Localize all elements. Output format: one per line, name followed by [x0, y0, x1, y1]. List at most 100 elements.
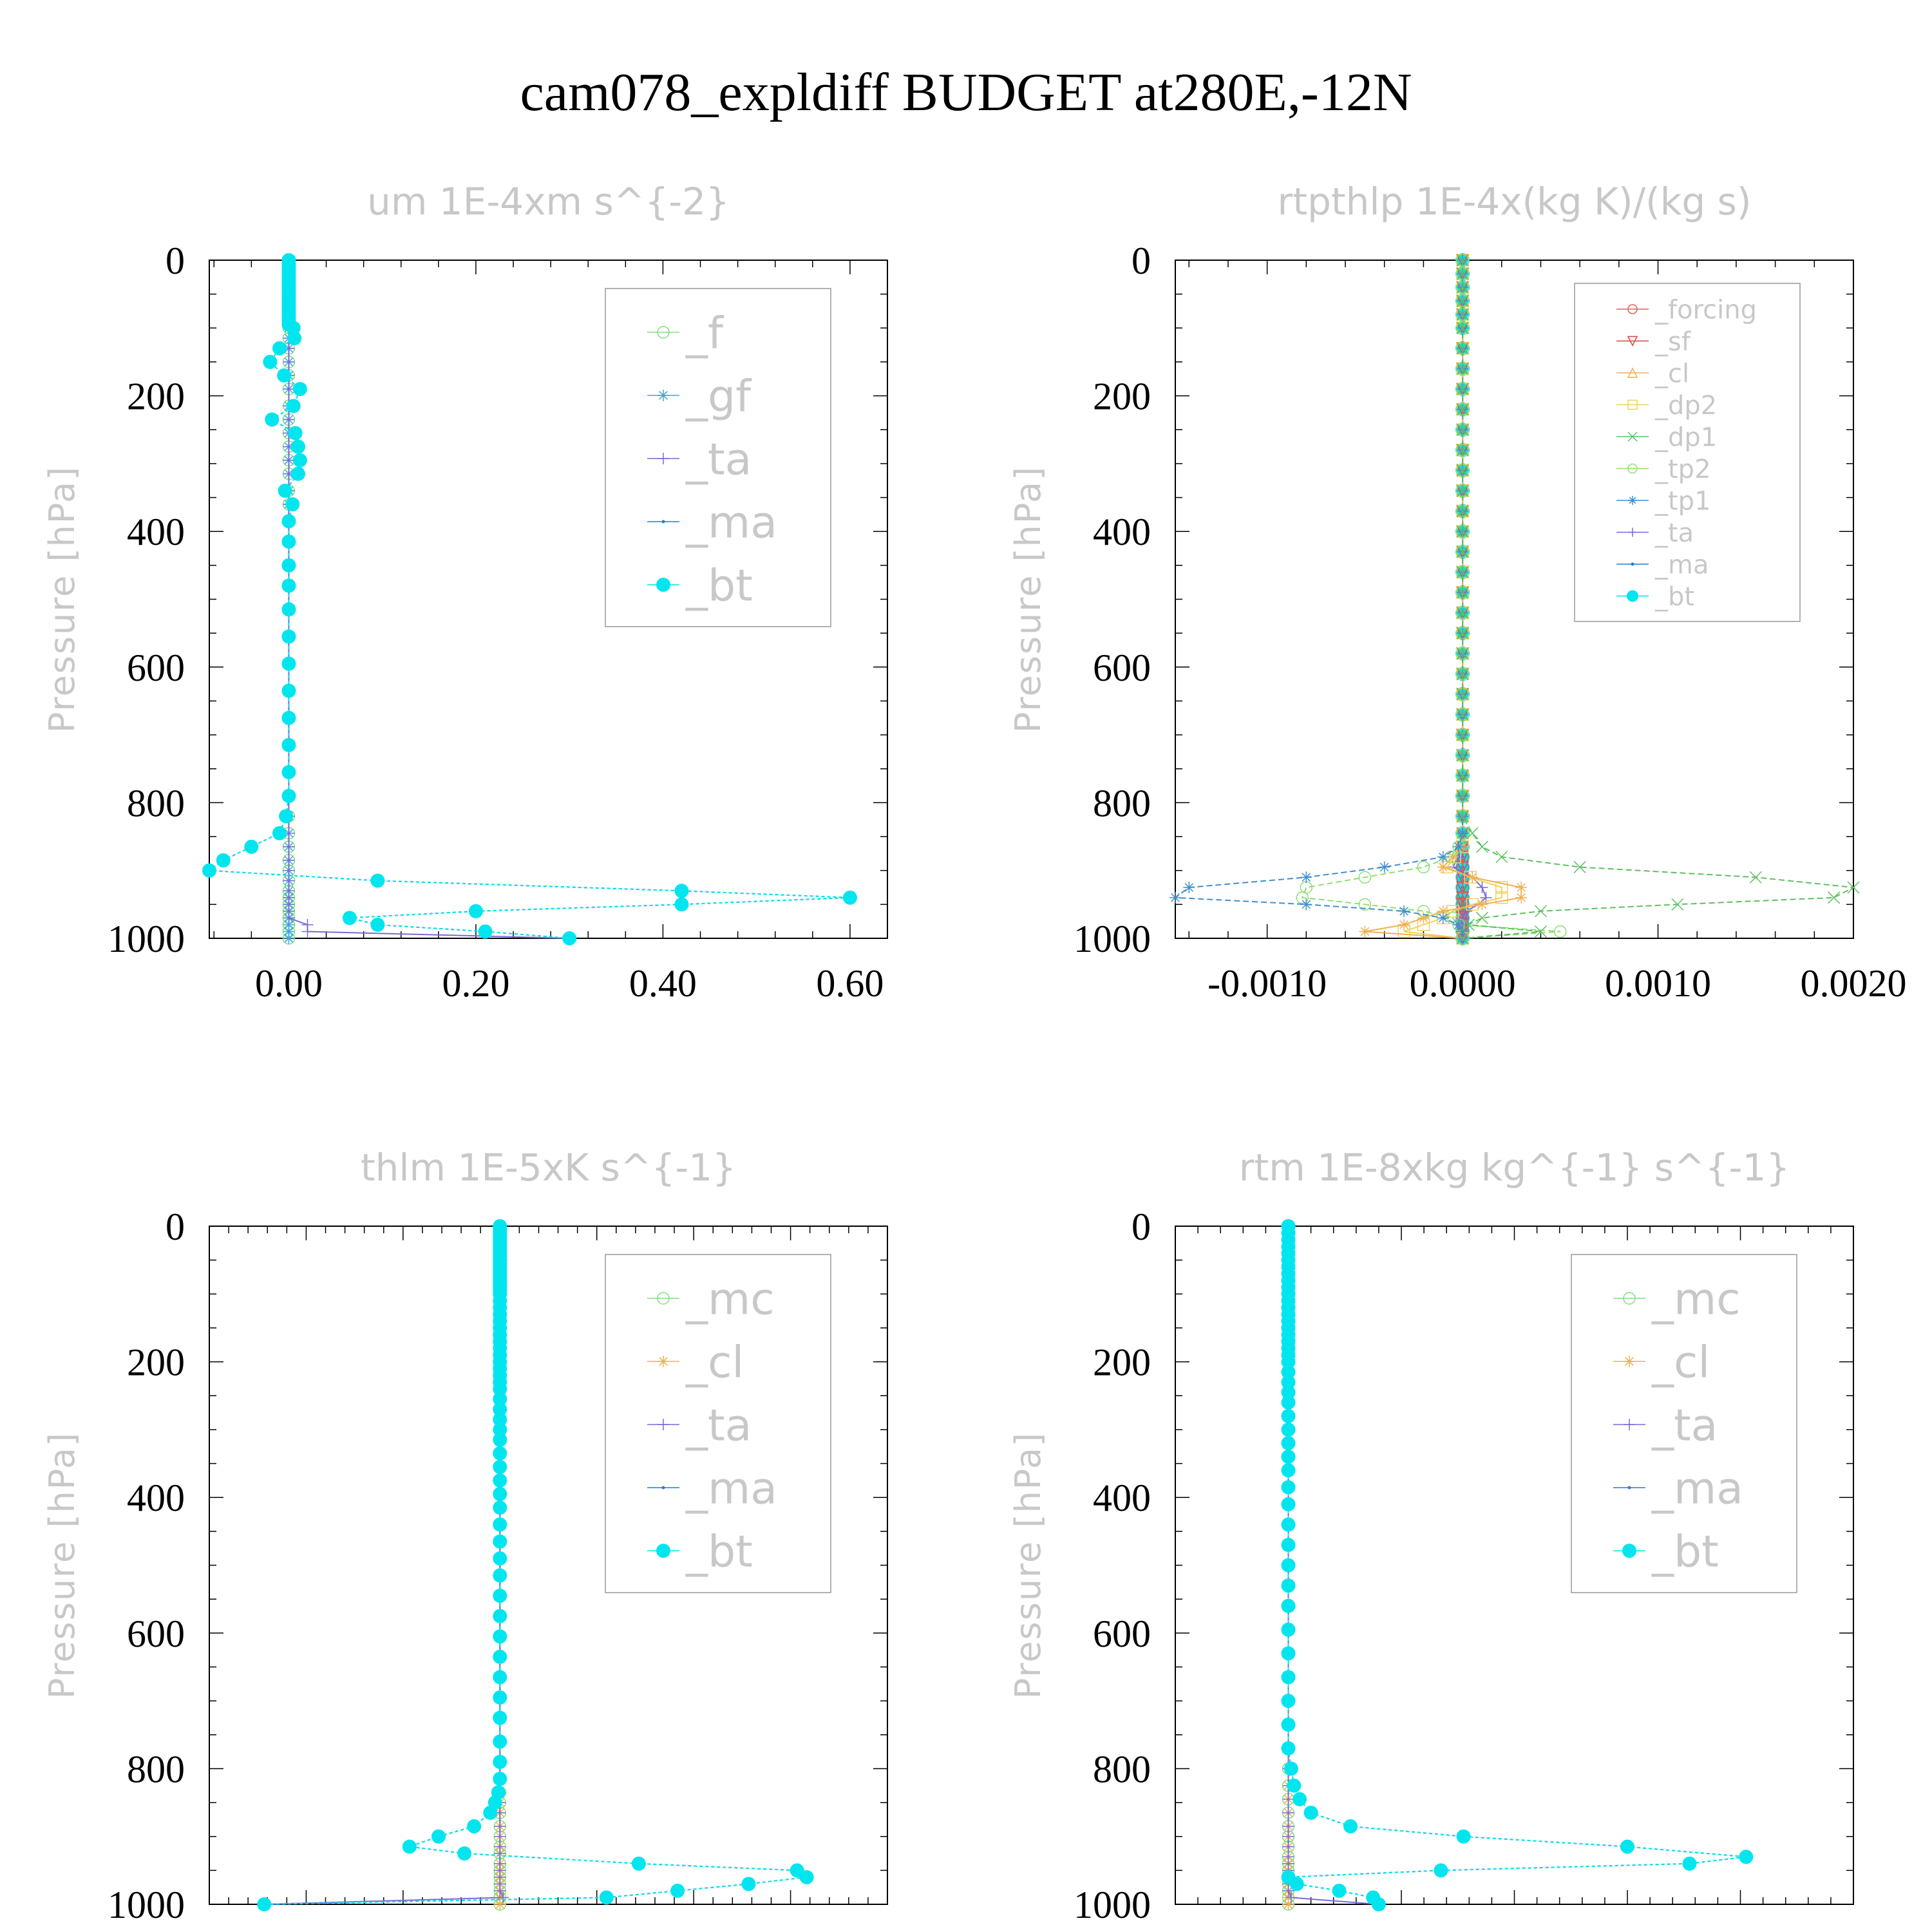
- marker-bt: [1281, 1717, 1296, 1732]
- series-line-tp2: [1301, 260, 1560, 939]
- marker-bt: [1456, 1829, 1471, 1844]
- marker-bt: [1281, 1450, 1296, 1464]
- marker-cl: [1476, 898, 1488, 911]
- marker-bt: [493, 1534, 507, 1549]
- marker-ma: [1627, 1486, 1631, 1490]
- y-tick-label: 200: [127, 1341, 185, 1384]
- marker-cl: [1437, 861, 1449, 873]
- legend: _mc _cl _ta _ma _bt: [605, 1254, 831, 1593]
- marker-bt: [493, 1588, 507, 1603]
- panel-title: rtm 1E-8xkg kg^{-1} s^{-1}: [1239, 1146, 1790, 1189]
- legend-box: [605, 288, 831, 627]
- panel-title: um 1E-4xm s^{-2}: [367, 180, 730, 223]
- legend-label-mc: _mc: [685, 1274, 775, 1325]
- series-group: [257, 1219, 814, 1911]
- marker-bt: [1281, 1517, 1296, 1532]
- marker-bt: [431, 1829, 446, 1844]
- y-tick-label: 800: [127, 1748, 185, 1790]
- legend-label-ma: _ma: [1654, 550, 1709, 580]
- marker-dp1: [1456, 688, 1469, 701]
- y-tick-label: 600: [127, 647, 185, 689]
- marker-bt: [263, 354, 278, 369]
- marker-bt: [467, 1819, 482, 1833]
- marker-forcing: [1456, 891, 1469, 904]
- legend-label-ma: _ma: [685, 1463, 777, 1514]
- x-tick-label: 0.0010: [1605, 962, 1711, 1005]
- marker-ma: [661, 520, 665, 524]
- marker-bt: [1281, 1395, 1296, 1410]
- marker-bt: [286, 399, 301, 413]
- series-markers-bt: [202, 253, 857, 945]
- marker-cl: [494, 1899, 506, 1910]
- marker-bt: [1281, 1670, 1296, 1685]
- marker-dp1: [1466, 827, 1479, 840]
- marker-dp1: [1475, 840, 1488, 853]
- marker-bt: [493, 1649, 507, 1664]
- marker-ta: [1282, 1793, 1294, 1805]
- marker-bt: [1682, 1856, 1697, 1871]
- legend-box: [605, 1254, 831, 1593]
- marker-ta: [1628, 527, 1637, 537]
- marker-gf: [283, 925, 295, 938]
- marker-bt: [265, 412, 279, 427]
- marker-ta: [658, 1419, 669, 1430]
- y-tick-label: 200: [1093, 1341, 1151, 1384]
- series-markers-dp1: [1456, 254, 1860, 945]
- y-tick-label: 400: [1093, 511, 1151, 553]
- marker-tp1: [1453, 840, 1465, 853]
- marker-bt: [493, 1629, 507, 1644]
- marker-ta: [301, 925, 314, 938]
- marker-dp1: [1456, 254, 1469, 267]
- marker-ta: [1624, 1419, 1635, 1430]
- panel-rtpthlp: rtpthlp 1E-4x(kg K)/(kg s) Pressure [hPa]…: [1008, 180, 1907, 1005]
- marker-bt: [279, 809, 294, 824]
- y-tick-label: 400: [1093, 1477, 1151, 1519]
- marker-ta: [1282, 1884, 1294, 1897]
- marker-bt: [244, 839, 259, 854]
- marker-bt: [1281, 1354, 1296, 1369]
- legend-box: [1571, 1254, 1797, 1593]
- series-markers-ta: [283, 254, 576, 944]
- x-tick-label: 0: [1279, 1928, 1298, 1932]
- marker-bt: [272, 341, 287, 355]
- marker-bt: [1287, 1778, 1302, 1793]
- marker-dp1: [1534, 925, 1547, 938]
- marker-bt: [493, 1473, 507, 1488]
- marker-bt: [1739, 1850, 1754, 1864]
- marker-bt: [599, 1890, 614, 1905]
- x-tick-label: 0.60: [816, 962, 884, 1005]
- marker-tp2: [1627, 463, 1638, 474]
- legend-label-ta: _ta: [1654, 518, 1694, 548]
- marker-dp1: [1456, 308, 1469, 321]
- x-tick-label: 0.0000: [1410, 962, 1516, 1005]
- marker-dp1: [1456, 932, 1469, 945]
- marker-tp2: [1554, 925, 1567, 938]
- marker-tp1: [1457, 827, 1469, 839]
- series-group: [1281, 1219, 1754, 1911]
- marker-dp1: [1456, 728, 1469, 741]
- marker-dp1: [1534, 905, 1547, 918]
- marker-bt: [278, 484, 292, 498]
- legend: _mc _cl _ta _ma _bt: [1571, 1254, 1797, 1593]
- legend-label-bt: _bt: [1651, 1526, 1719, 1577]
- marker-bt: [1371, 1897, 1386, 1911]
- legend-label-tp1: _tp1: [1654, 486, 1711, 516]
- marker-bt: [1281, 1622, 1296, 1637]
- marker-dp1: [1456, 607, 1469, 620]
- marker-bt: [1281, 1435, 1296, 1450]
- marker-dp1: [1456, 294, 1469, 307]
- marker-dp2: [1495, 881, 1508, 894]
- series-markers-ta: [258, 1220, 509, 1910]
- marker-cl: [1359, 925, 1371, 938]
- marker-bt: [290, 439, 305, 454]
- x-tick-label: 4: [1505, 1928, 1524, 1932]
- x-tick-label: 2: [1392, 1928, 1411, 1932]
- x-tick-label: 3: [587, 1928, 607, 1932]
- marker-bt: [1303, 1805, 1318, 1820]
- marker-bt: [493, 1670, 507, 1685]
- marker-ta: [494, 1820, 506, 1832]
- marker-tp2: [1358, 871, 1372, 884]
- y-axis-label: Pressure [hPa]: [1008, 1432, 1048, 1699]
- marker-bt: [493, 1392, 507, 1406]
- marker-bt: [281, 514, 296, 529]
